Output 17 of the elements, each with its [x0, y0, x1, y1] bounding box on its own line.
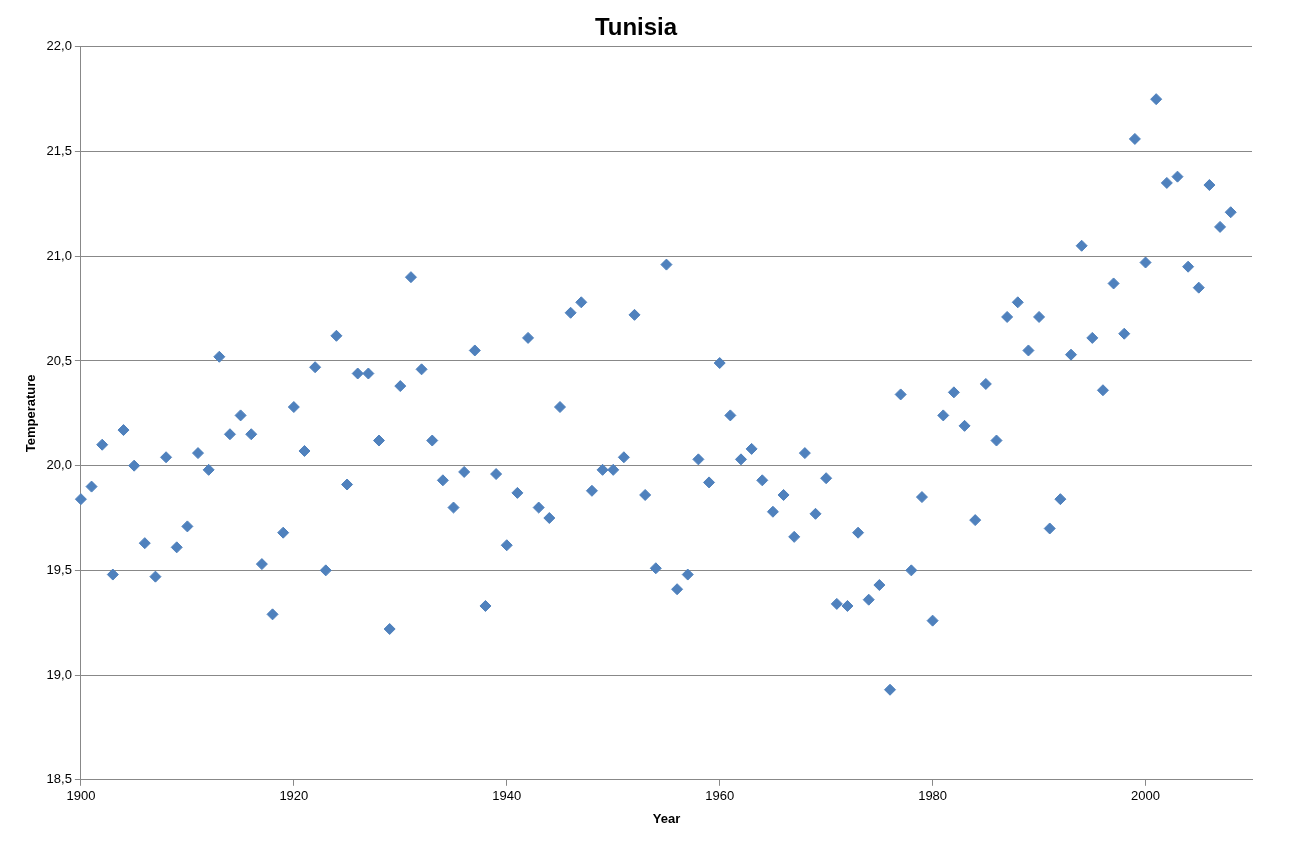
y-axis-title: Temperature	[23, 374, 39, 453]
x-tick-label: 1980	[918, 788, 948, 804]
chart-title: Tunisia	[594, 13, 678, 41]
y-tick-label: 22,0	[46, 38, 72, 54]
x-tick-label: 1900	[66, 788, 96, 804]
y-tick-label: 20,0	[46, 457, 72, 473]
x-tick-label: 1940	[492, 788, 522, 804]
y-tick-label: 19,5	[46, 561, 72, 577]
y-tick-label: 18,5	[46, 771, 72, 787]
x-tick-label: 1920	[279, 788, 309, 804]
y-tick-label: 19,0	[46, 666, 72, 682]
x-axis-title: Year	[652, 810, 681, 826]
x-tick-label: 2000	[1131, 788, 1160, 804]
y-tick-label: 21,5	[46, 143, 72, 159]
y-tick-label: 20,5	[46, 352, 72, 368]
y-tick-label: 21,0	[46, 247, 72, 263]
x-tick-label: 1960	[705, 788, 735, 804]
